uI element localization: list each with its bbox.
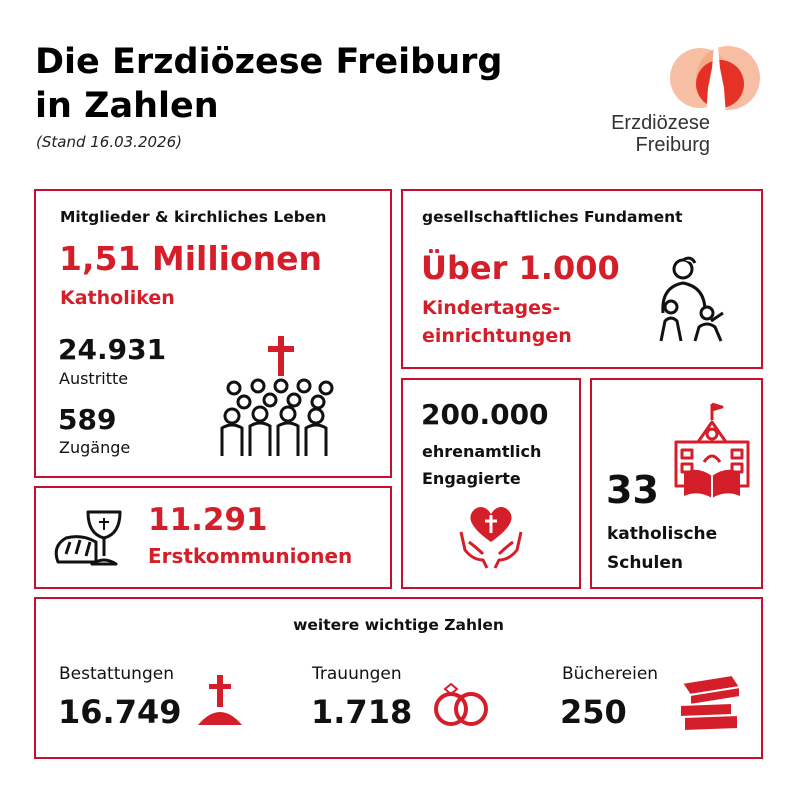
stand-date: (Stand 16.03.2026): [36, 133, 182, 151]
bestattungen-value: 16.749: [58, 693, 182, 731]
grave-cross-icon: [198, 675, 242, 725]
mitglieder-box: Mitglieder & kirchliches Leben 1,51 Mill…: [34, 189, 392, 478]
schulen-label: katholische Schulen: [607, 520, 717, 578]
chalice-bread-icon: [54, 510, 122, 566]
bestattungen-label: Bestattungen: [59, 664, 174, 684]
ehrenamt-label: ehrenamtlich Engagierte: [422, 438, 541, 492]
zugaenge-value: 589: [58, 403, 117, 436]
kitas-label-line-1: Kindertages-: [422, 297, 561, 319]
buechereien-label: Büchereien: [562, 664, 659, 684]
congregation-cross-icon: [220, 336, 334, 456]
kommunion-box: 11.291 Erstkommunionen: [34, 486, 392, 589]
title-line-1: Die Erzdiözese Freiburg: [35, 42, 503, 82]
cathedral-spire-logo-icon: [670, 38, 760, 116]
schulen-value: 33: [606, 468, 659, 512]
wedding-rings-icon: [434, 682, 488, 726]
caregiver-children-icon: [659, 256, 724, 342]
books-stack-icon: [679, 673, 742, 733]
kitas-label: Kindertages- einrichtungen: [422, 294, 572, 350]
katholiken-label: Katholiken: [60, 287, 175, 309]
mitglieder-heading: Mitglieder & kirchliches Leben: [60, 208, 327, 226]
ehrenamt-label-line-1: ehrenamtlich: [422, 442, 542, 461]
logo-line-2: Freiburg: [635, 134, 710, 156]
austritte-label: Austritte: [59, 369, 129, 388]
ehrenamt-label-line-2: Engagierte: [422, 469, 521, 488]
schulen-label-line-2: Schulen: [607, 553, 683, 573]
logo-text: Erzdiözese Freiburg: [590, 112, 710, 156]
kommunion-label: Erstkommunionen: [148, 544, 353, 568]
katholiken-value: 1,51 Millionen: [59, 239, 323, 278]
weitere-heading: weitere wichtige Zahlen: [293, 616, 504, 634]
fundament-box: gesellschaftliches Fundament Über 1.000 …: [401, 189, 763, 369]
ehrenamt-value: 200.000: [421, 398, 549, 431]
kitas-label-line-2: einrichtungen: [422, 325, 572, 347]
schulen-box: 33 katholische Schulen: [590, 378, 763, 589]
austritte-value: 24.931: [58, 333, 167, 366]
logo-line-1: Erzdiözese: [611, 112, 710, 134]
zugaenge-label: Zugänge: [59, 438, 131, 457]
fundament-heading: gesellschaftliches Fundament: [422, 208, 683, 226]
ehrenamt-box: 200.000 ehrenamtlich Engagierte: [401, 378, 581, 589]
page-title: Die Erzdiözese Freiburg in Zahlen: [35, 40, 502, 128]
schulen-label-line-1: katholische: [607, 524, 718, 544]
kommunion-value: 11.291: [148, 502, 268, 538]
trauungen-value: 1.718: [311, 693, 413, 731]
title-line-2: in Zahlen: [35, 86, 219, 126]
buechereien-value: 250: [560, 693, 627, 731]
hands-heart-cross-icon: [459, 507, 523, 569]
kitas-value: Über 1.000: [421, 249, 620, 287]
weitere-box: weitere wichtige Zahlen Bestattungen 16.…: [34, 597, 763, 759]
trauungen-label: Trauungen: [312, 664, 402, 684]
school-book-icon: [674, 402, 750, 498]
